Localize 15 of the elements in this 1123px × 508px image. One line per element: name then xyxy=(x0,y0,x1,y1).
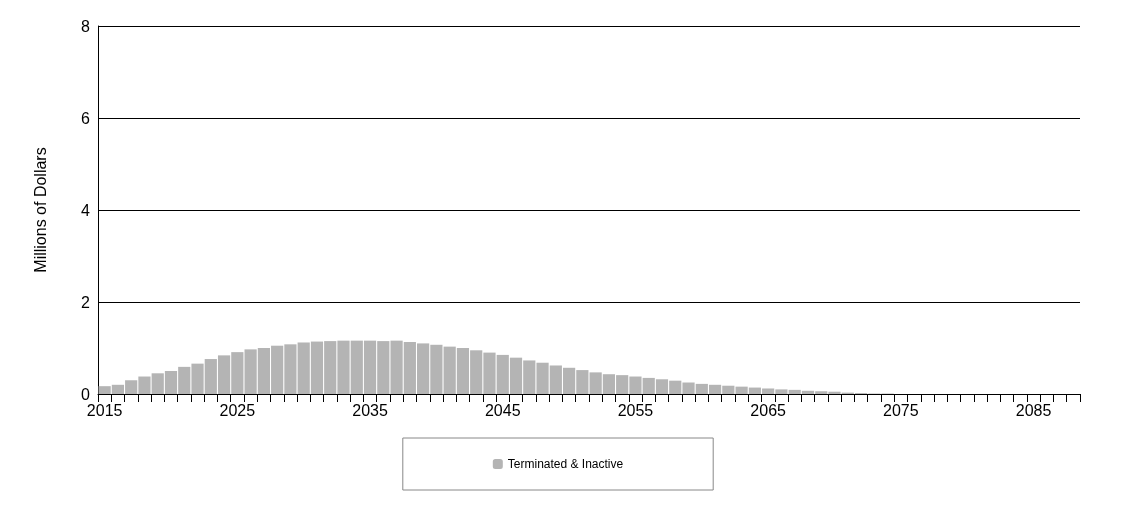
y-axis-title: Millions of Dollars xyxy=(31,147,49,273)
y-tick-label: 8 xyxy=(81,17,91,35)
x-tick-label: 2085 xyxy=(1015,401,1052,419)
x-tick-label: 2035 xyxy=(352,401,388,419)
x-tick-label: 2075 xyxy=(883,401,919,419)
x-tick-label: 2065 xyxy=(750,401,787,419)
x-tick-label: 2045 xyxy=(484,401,521,419)
x-tick-label: 2055 xyxy=(617,401,654,419)
y-tick-label: 2 xyxy=(81,293,91,311)
legend-label: Terminated & Inactive xyxy=(507,457,624,471)
x-tick-label: 2015 xyxy=(86,401,123,419)
y-tick-label: 0 xyxy=(81,385,91,403)
x-tick-label: 2025 xyxy=(219,401,256,419)
y-tick-label: 6 xyxy=(81,109,91,127)
y-tick-label: 4 xyxy=(81,201,91,219)
